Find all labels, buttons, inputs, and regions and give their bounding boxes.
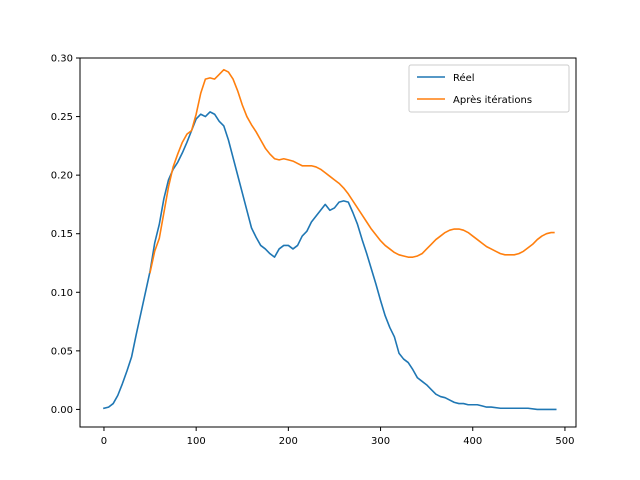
x-tick-label: 300 xyxy=(371,436,390,447)
legend-label-1: Réel xyxy=(453,72,475,84)
y-tick-label: 0.10 xyxy=(51,288,73,299)
x-tick-label: 200 xyxy=(279,436,298,447)
y-tick-label: 0.25 xyxy=(51,112,73,123)
legend-label-2: Après itérations xyxy=(453,94,532,106)
series-layer xyxy=(102,68,557,411)
series-line-2 xyxy=(149,68,555,274)
x-axis: 0 100 200 300 400 500 xyxy=(101,427,574,447)
axes-frame xyxy=(79,57,577,428)
y-axis: 0.00 0.05 0.10 0.15 0.20 0.25 0.30 xyxy=(51,54,80,416)
y-tick-label: 0.00 xyxy=(51,405,73,416)
legend: Réel Après itérations xyxy=(408,64,570,113)
y-tick-label: 0.05 xyxy=(51,346,73,357)
legend-box xyxy=(408,64,570,113)
y-tick-label: 0.15 xyxy=(51,229,73,240)
x-tick-label: 400 xyxy=(463,436,482,447)
y-tick-label: 0.20 xyxy=(51,171,73,182)
y-tick-label: 0.30 xyxy=(51,54,73,65)
x-tick-label: 500 xyxy=(555,436,574,447)
series-line-1 xyxy=(102,111,557,411)
x-tick-label: 0 xyxy=(101,436,107,447)
x-tick-label: 100 xyxy=(187,436,206,447)
